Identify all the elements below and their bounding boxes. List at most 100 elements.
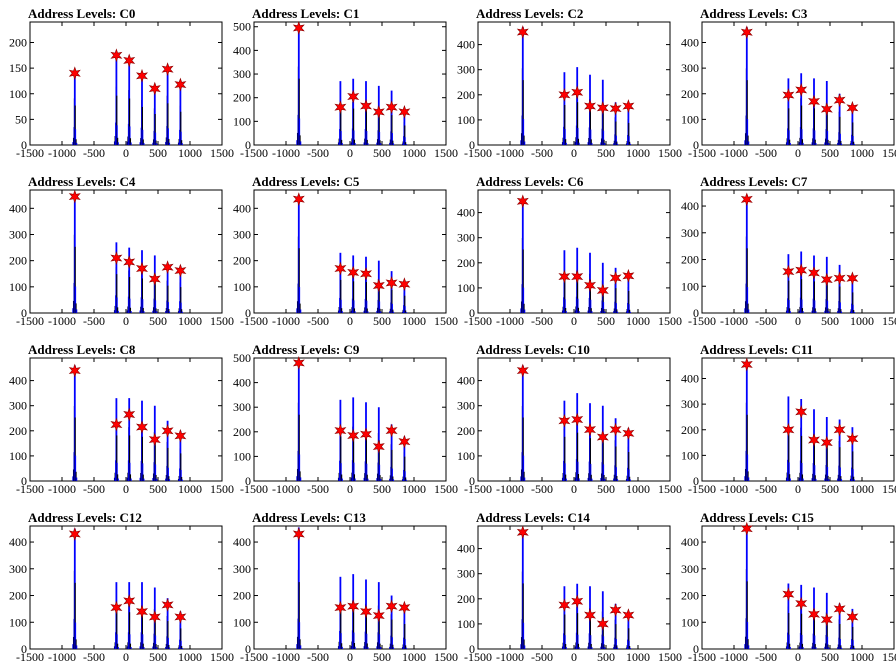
peak-marker [571,594,584,609]
y-tick-label: 200 [681,87,699,101]
x-tick-label: 500 [149,146,167,160]
x-tick-label: 0 [571,482,577,496]
x-tick-label: 500 [597,146,615,160]
y-tick-label: 0 [469,306,475,320]
y-tick-label: 200 [457,256,475,270]
y-tick-label: 300 [681,61,699,75]
peak-marker [795,263,808,278]
peak-marker [820,102,833,117]
peak-marker [584,99,596,114]
panel-title: Address Levels: C12 [28,510,142,525]
peak-marker [609,270,622,285]
x-tick-label: -1500 [464,650,492,664]
peak-marker [372,104,385,119]
x-tick-label: 1500 [210,146,234,160]
x-tick-label: -1500 [688,482,716,496]
x-tick-label: 500 [373,314,391,328]
histogram-panel: Address Levels: C1-1500 -1000 -500 0 500 1000… [233,6,458,160]
peak-marker [833,271,846,286]
y-tick-label: 400 [9,201,27,215]
peak-marker [385,423,398,438]
x-tick-label: -1000 [48,146,76,160]
peak-marker [740,25,753,40]
peak-marker [334,261,347,276]
peak-marker [782,88,795,102]
x-tick-label: 1500 [658,650,682,664]
peak-marker [808,94,820,109]
peak-marker [161,423,174,438]
x-tick-label: 0 [347,650,353,664]
x-tick-label: -1000 [496,314,524,328]
x-tick-label: 1500 [658,482,682,496]
y-tick-label: 0 [693,138,699,152]
peak-marker [136,261,148,276]
peak-marker [347,428,360,443]
panel-title: Address Levels: C8 [28,342,136,357]
y-tick-label: 400 [233,376,251,390]
peak-marker [558,269,571,284]
y-tick-label: 200 [9,36,27,50]
x-tick-label: 1500 [434,482,458,496]
y-tick-label: 200 [233,91,251,105]
x-tick-label: 500 [373,482,391,496]
x-tick-label: 0 [347,482,353,496]
y-tick-label: 0 [245,306,251,320]
peak-marker [846,431,859,446]
panel-title: Address Levels: C14 [476,510,590,525]
x-tick-label: -1000 [720,146,748,160]
plot-frame [29,525,223,650]
x-tick-label: -1500 [464,482,492,496]
peak-marker [820,435,833,450]
x-tick-label: -1500 [16,482,44,496]
x-tick-label: -500 [83,482,105,496]
x-tick-label: -1500 [240,650,268,664]
x-tick-label: 500 [149,314,167,328]
y-tick-label: 300 [9,562,27,576]
y-tick-label: 0 [693,306,699,320]
peak-marker [385,599,398,614]
y-tick-label: 400 [233,201,251,215]
y-tick-label: 400 [9,374,27,388]
y-tick-label: 100 [681,615,699,629]
peak-marker [795,596,808,611]
peak-marker [516,525,529,540]
peak-marker [360,604,372,619]
plot-frame [477,525,671,650]
panel-title: Address Levels: C4 [28,174,136,189]
y-tick-label: 400 [681,36,699,50]
peak-marker [846,271,859,286]
peak-marker [334,100,347,115]
y-tick-label: 100 [457,113,475,127]
x-tick-label: -500 [531,314,553,328]
y-tick-label: 50 [15,112,27,126]
peak-marker [372,439,385,454]
peak-marker [148,609,161,624]
x-tick-label: -1000 [48,314,76,328]
x-tick-label: -1000 [48,482,76,496]
y-tick-label: 200 [233,425,251,439]
y-tick-label: 100 [457,281,475,295]
peak-marker [740,357,753,372]
peak-marker [347,89,360,104]
histogram-panel: Address Levels: C9-1500 -1000 -500 0 500 1000… [233,342,458,496]
peak-marker [123,407,136,422]
x-tick-label: 1000 [402,482,426,496]
x-tick-label: -1500 [464,314,492,328]
peak-marker [334,600,347,615]
x-tick-label: -1500 [688,146,716,160]
histogram-panel: Address Levels: C6-1500 -1000 -500 0 500 1000… [457,174,682,328]
peak-marker [833,93,846,108]
peak-marker [622,268,635,283]
y-tick-label: 400 [681,199,699,213]
histogram-panel: Address Levels: C3-1500 -1000 -500 0 500 1000… [681,6,896,160]
peak-marker [372,608,385,623]
y-tick-label: 500 [233,351,251,365]
plot-frame [253,21,447,146]
peak-marker [609,101,622,116]
x-tick-label: 1000 [850,314,874,328]
peak-marker [347,599,360,614]
x-tick-label: 1000 [178,314,202,328]
x-tick-label: -500 [755,146,777,160]
peak-marker [174,609,187,624]
